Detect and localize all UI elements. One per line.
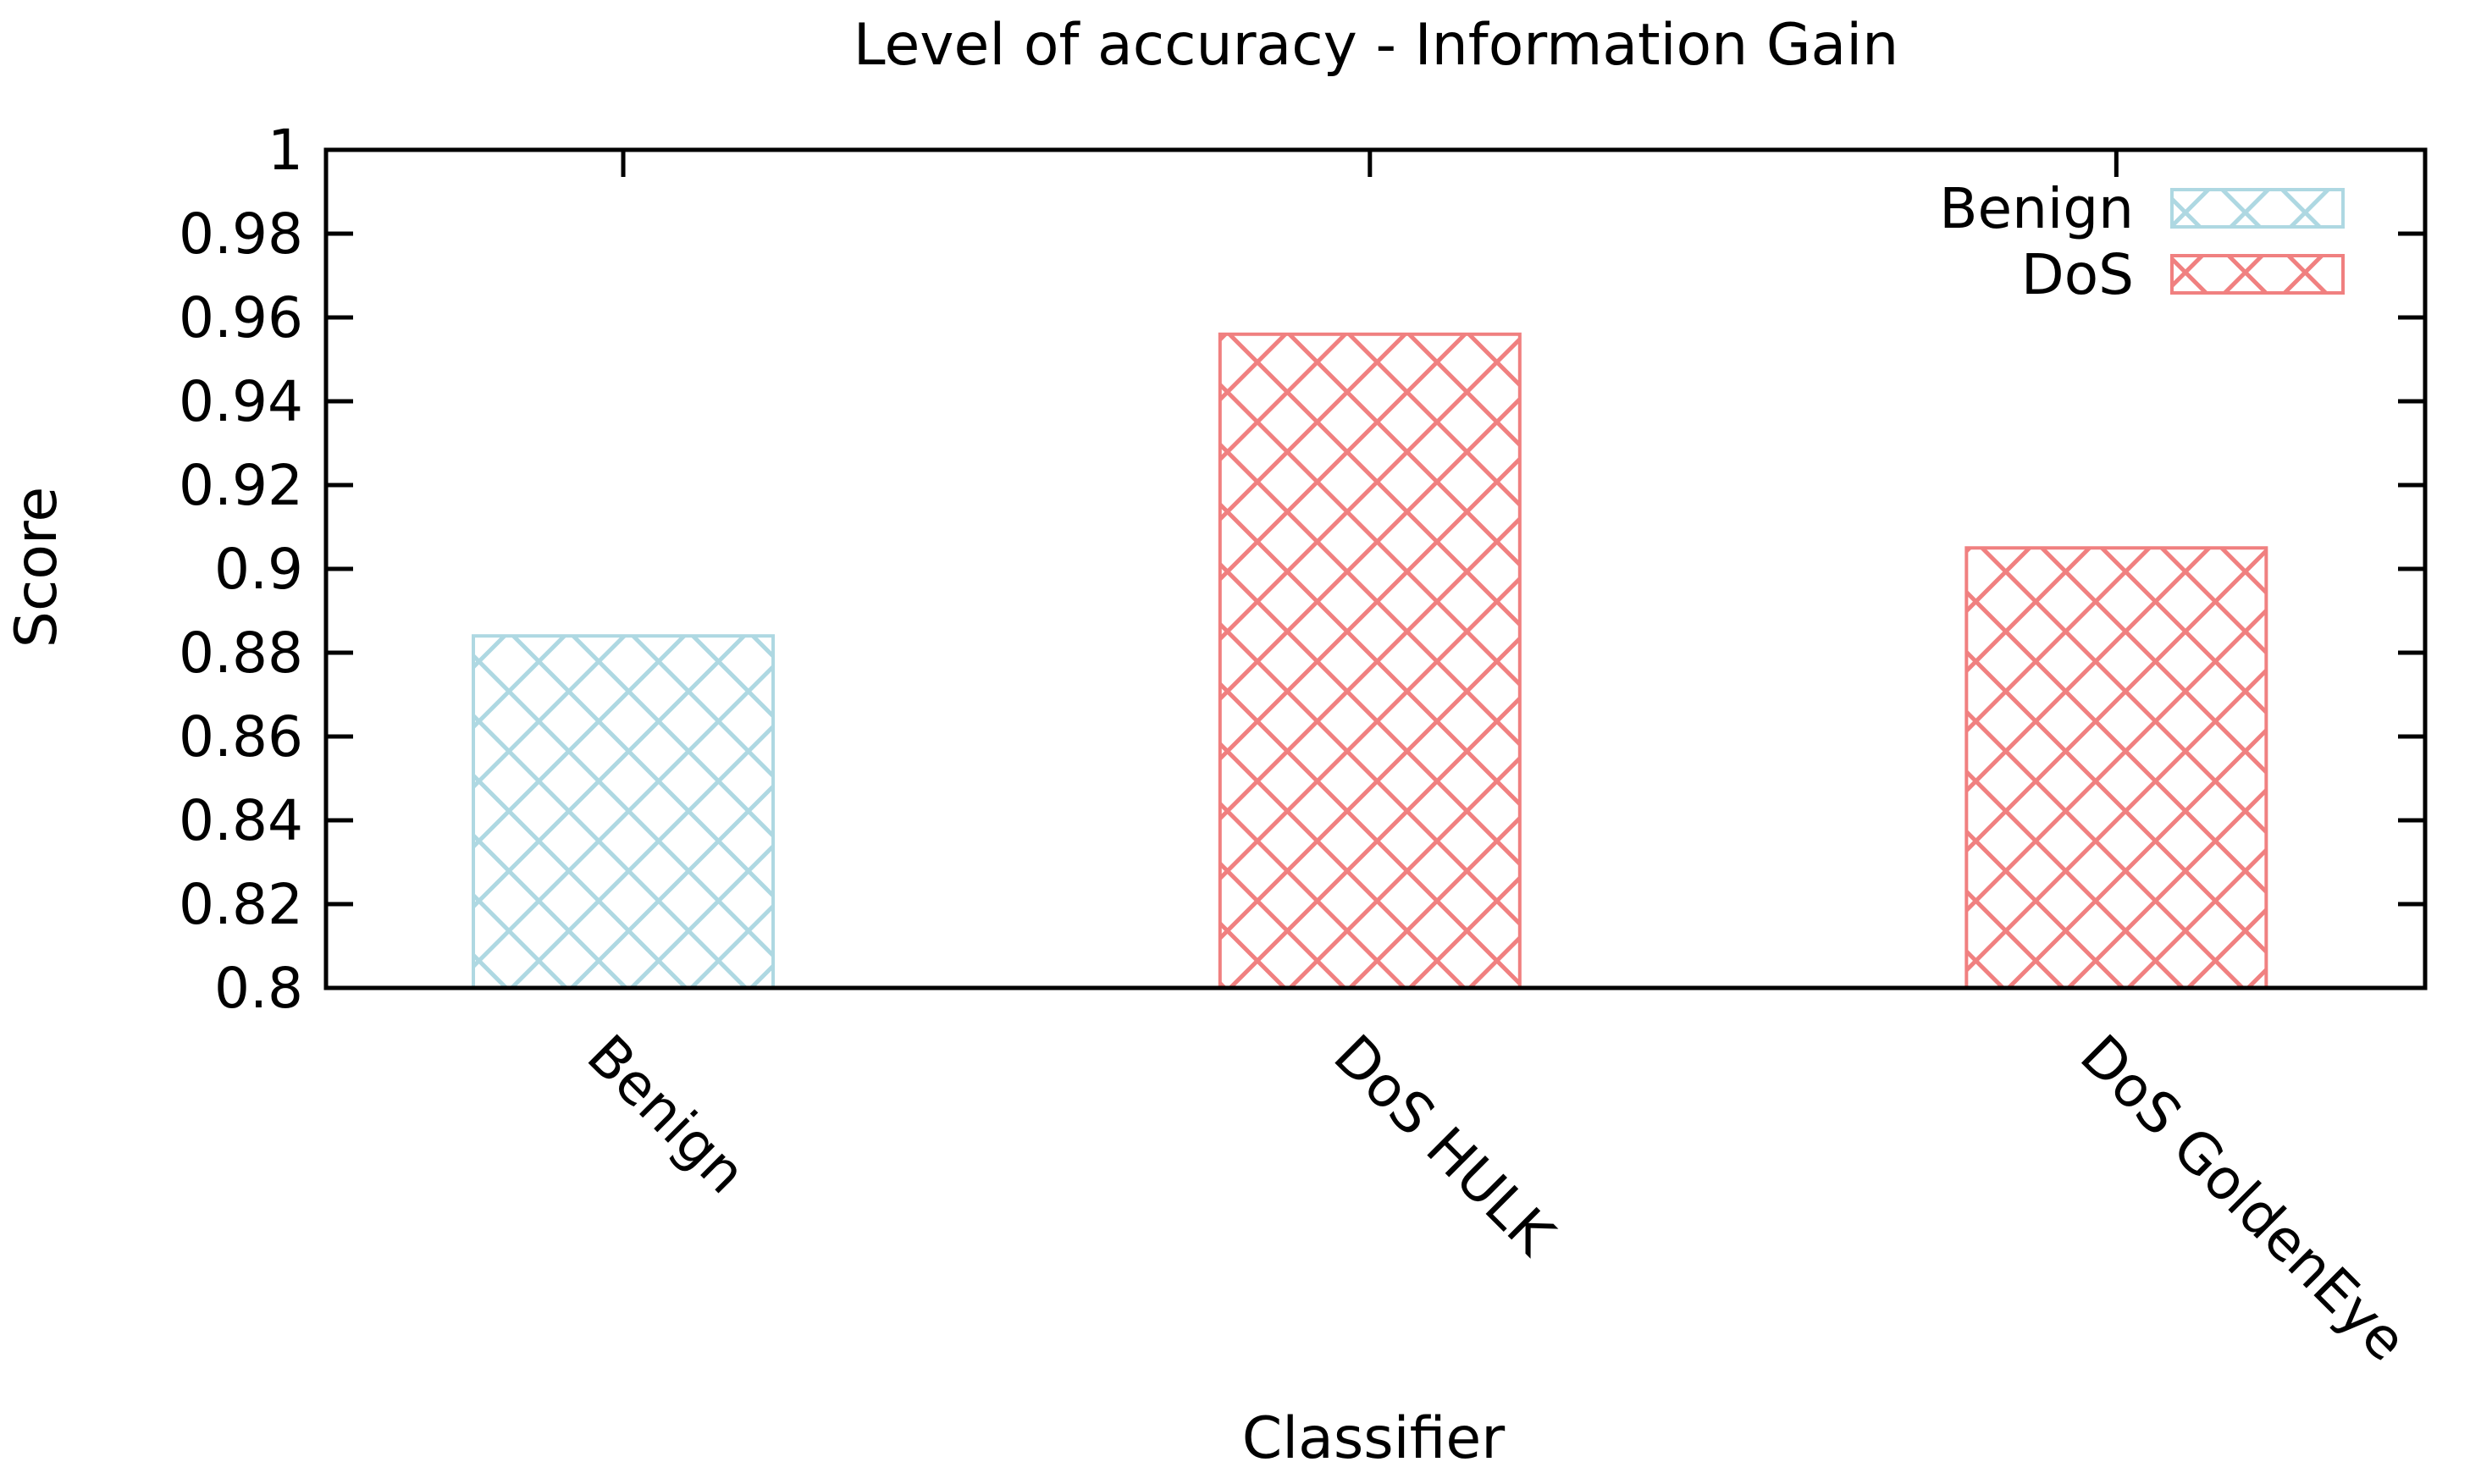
y-tick-label: 0.8 [214, 956, 303, 1021]
legend-label-benign: Benign [1939, 176, 2134, 241]
plot-border-frame [323, 147, 2428, 990]
y-tick-label: 0.94 [179, 369, 303, 434]
y-tick-label: 0.9 [214, 537, 303, 602]
y-tick-label: 1 [268, 118, 303, 183]
x-tick-label-dos-goldeneye: DoS GoldenEye [2068, 1023, 2419, 1374]
y-axis-ticks-group: 1 0.98 0.96 0.94 0.92 0.9 0.88 0.86 0.84 0.82 0.8 [179, 118, 2425, 1021]
legend-entry-benign: Benign [1939, 176, 2345, 241]
x-tick-label-dos-hulk: DoS HULK [1321, 1023, 1567, 1268]
legend-swatch-benign [2170, 188, 2345, 229]
y-tick-label: 0.86 [179, 704, 303, 770]
bars-group [472, 332, 2268, 990]
y-tick-label: 0.98 [179, 201, 303, 267]
y-axis-title: Score [3, 487, 70, 648]
legend-entry-dos: DoS [2021, 242, 2345, 307]
x-axis-labels-group: Benign DoS HULK DoS GoldenEye [575, 1023, 2419, 1374]
chart-title: Level of accuracy - Information Gain [854, 12, 1898, 79]
x-axis-title: Classifier [1242, 1405, 1505, 1472]
y-tick-label: 0.88 [179, 621, 303, 686]
y-tick-label: 0.82 [179, 872, 303, 937]
x-tick-label-benign: Benign [575, 1023, 759, 1206]
legend-swatch-dos [2170, 254, 2345, 295]
bar-dos-hulk [1218, 332, 1522, 990]
y-tick-label: 0.92 [179, 453, 303, 518]
y-tick-label: 0.84 [179, 788, 303, 853]
x-axis-ticks-group [621, 150, 2119, 177]
legend-label-dos: DoS [2021, 242, 2134, 307]
y-tick-label: 0.96 [179, 285, 303, 350]
bar-dos-goldeneye [1964, 546, 2268, 990]
bar-benign [472, 634, 776, 990]
